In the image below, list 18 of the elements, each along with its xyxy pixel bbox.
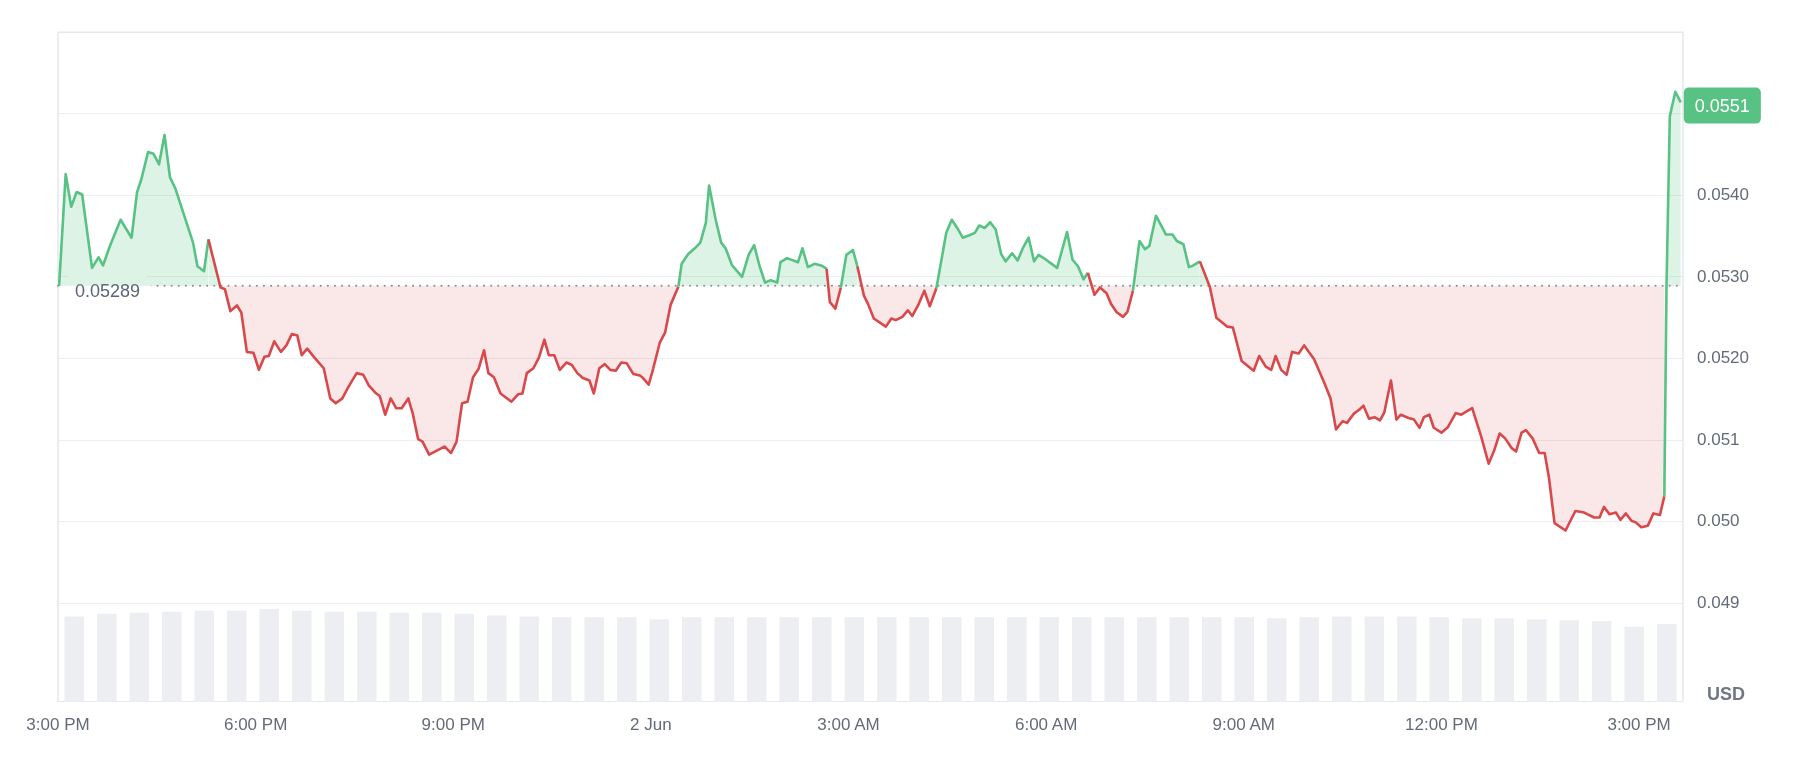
y-tick-label: 0.0530 [1697,266,1749,286]
y-tick-label: 0.0540 [1697,185,1749,205]
x-tick-label: 3:00 AM [817,714,880,734]
x-tick-label: 3:00 PM [1607,714,1671,734]
annotation: 0.0551 [1694,95,1750,116]
x-tick-label: 9:00 AM [1212,714,1275,734]
x-tick-label: 3:00 PM [26,714,90,734]
y-tick-label: 0.0520 [1697,348,1749,368]
y-tick-label: 0.050 [1697,511,1740,531]
ref-line-label: 0.05289 [75,280,141,301]
x-tick-label: 6:00 PM [223,714,288,734]
y-axis-title: USD [1707,683,1746,704]
y-tick-label: 0.049 [1697,592,1740,612]
x-tick-label: 9:00 PM [421,714,485,734]
x-tick-label: 6:00 AM [1014,714,1078,734]
y-tick-label: 0.051 [1697,429,1740,449]
x-tick-label: 12:00 PM [1405,714,1478,734]
x-tick-label: 2 Jun [630,714,672,734]
